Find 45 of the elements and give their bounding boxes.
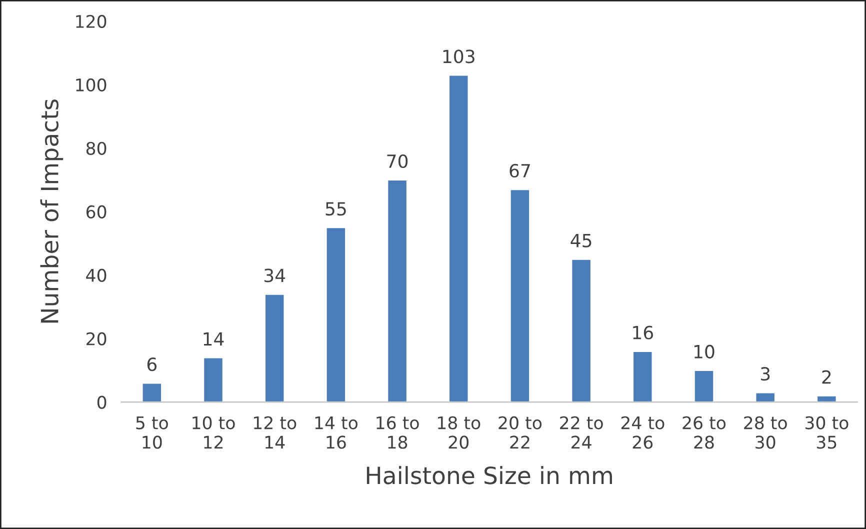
data-label: 14: [204, 332, 224, 346]
x-tick-label: 10 to 12: [192, 416, 235, 449]
data-label: 2: [822, 370, 831, 384]
data-label: 55: [326, 202, 346, 216]
y-tick-label: 80: [86, 142, 106, 155]
data-label: 70: [387, 154, 408, 168]
bar: [202, 356, 224, 402]
x-tick-label: 30 to 35: [805, 416, 848, 449]
data-label: 45: [570, 234, 592, 248]
data-label: 3: [760, 367, 770, 381]
bar: [386, 179, 408, 402]
bar: [816, 394, 838, 402]
bar: [264, 293, 286, 402]
x-tick-label: 14 to 16: [315, 416, 358, 449]
x-tick-label: 26 to 28: [682, 416, 726, 449]
bar: [632, 350, 654, 402]
x-tick-label: 20 to 22: [498, 416, 542, 449]
bar: [509, 188, 530, 402]
data-label: 16: [633, 326, 653, 340]
data-label: 6: [147, 358, 157, 372]
y-tick-label: 120: [76, 14, 106, 28]
x-tick-label: 5 to 10: [136, 416, 168, 449]
bar: [754, 392, 776, 402]
y-tick-label: 60: [86, 205, 106, 218]
x-tick-label: 22 to 24: [560, 416, 603, 449]
y-tick-label: 20: [86, 332, 106, 346]
y-tick-label: 40: [86, 268, 106, 282]
data-label: 67: [510, 164, 530, 178]
x-tick-label: 24 to 26: [621, 416, 664, 449]
y-axis-title: Number of Impacts: [40, 99, 64, 323]
bar: [693, 370, 714, 402]
data-label: 10: [694, 344, 714, 358]
x-tick-label: 16 to 18: [376, 416, 419, 449]
bar: [325, 226, 346, 402]
data-label: 103: [443, 50, 474, 64]
bar: [448, 74, 470, 402]
bar: [141, 382, 162, 402]
y-tick-label: 100: [76, 78, 106, 92]
bar: [570, 258, 592, 402]
data-label: 34: [264, 268, 286, 282]
y-tick-label: 0: [97, 396, 106, 409]
x-tick-label: 28 to 30: [744, 416, 787, 449]
x-tick-label: 12 to 14: [254, 416, 296, 449]
x-axis-title: Hailstone Size in mm: [366, 466, 612, 484]
x-tick-label: 18 to 20: [438, 416, 480, 449]
